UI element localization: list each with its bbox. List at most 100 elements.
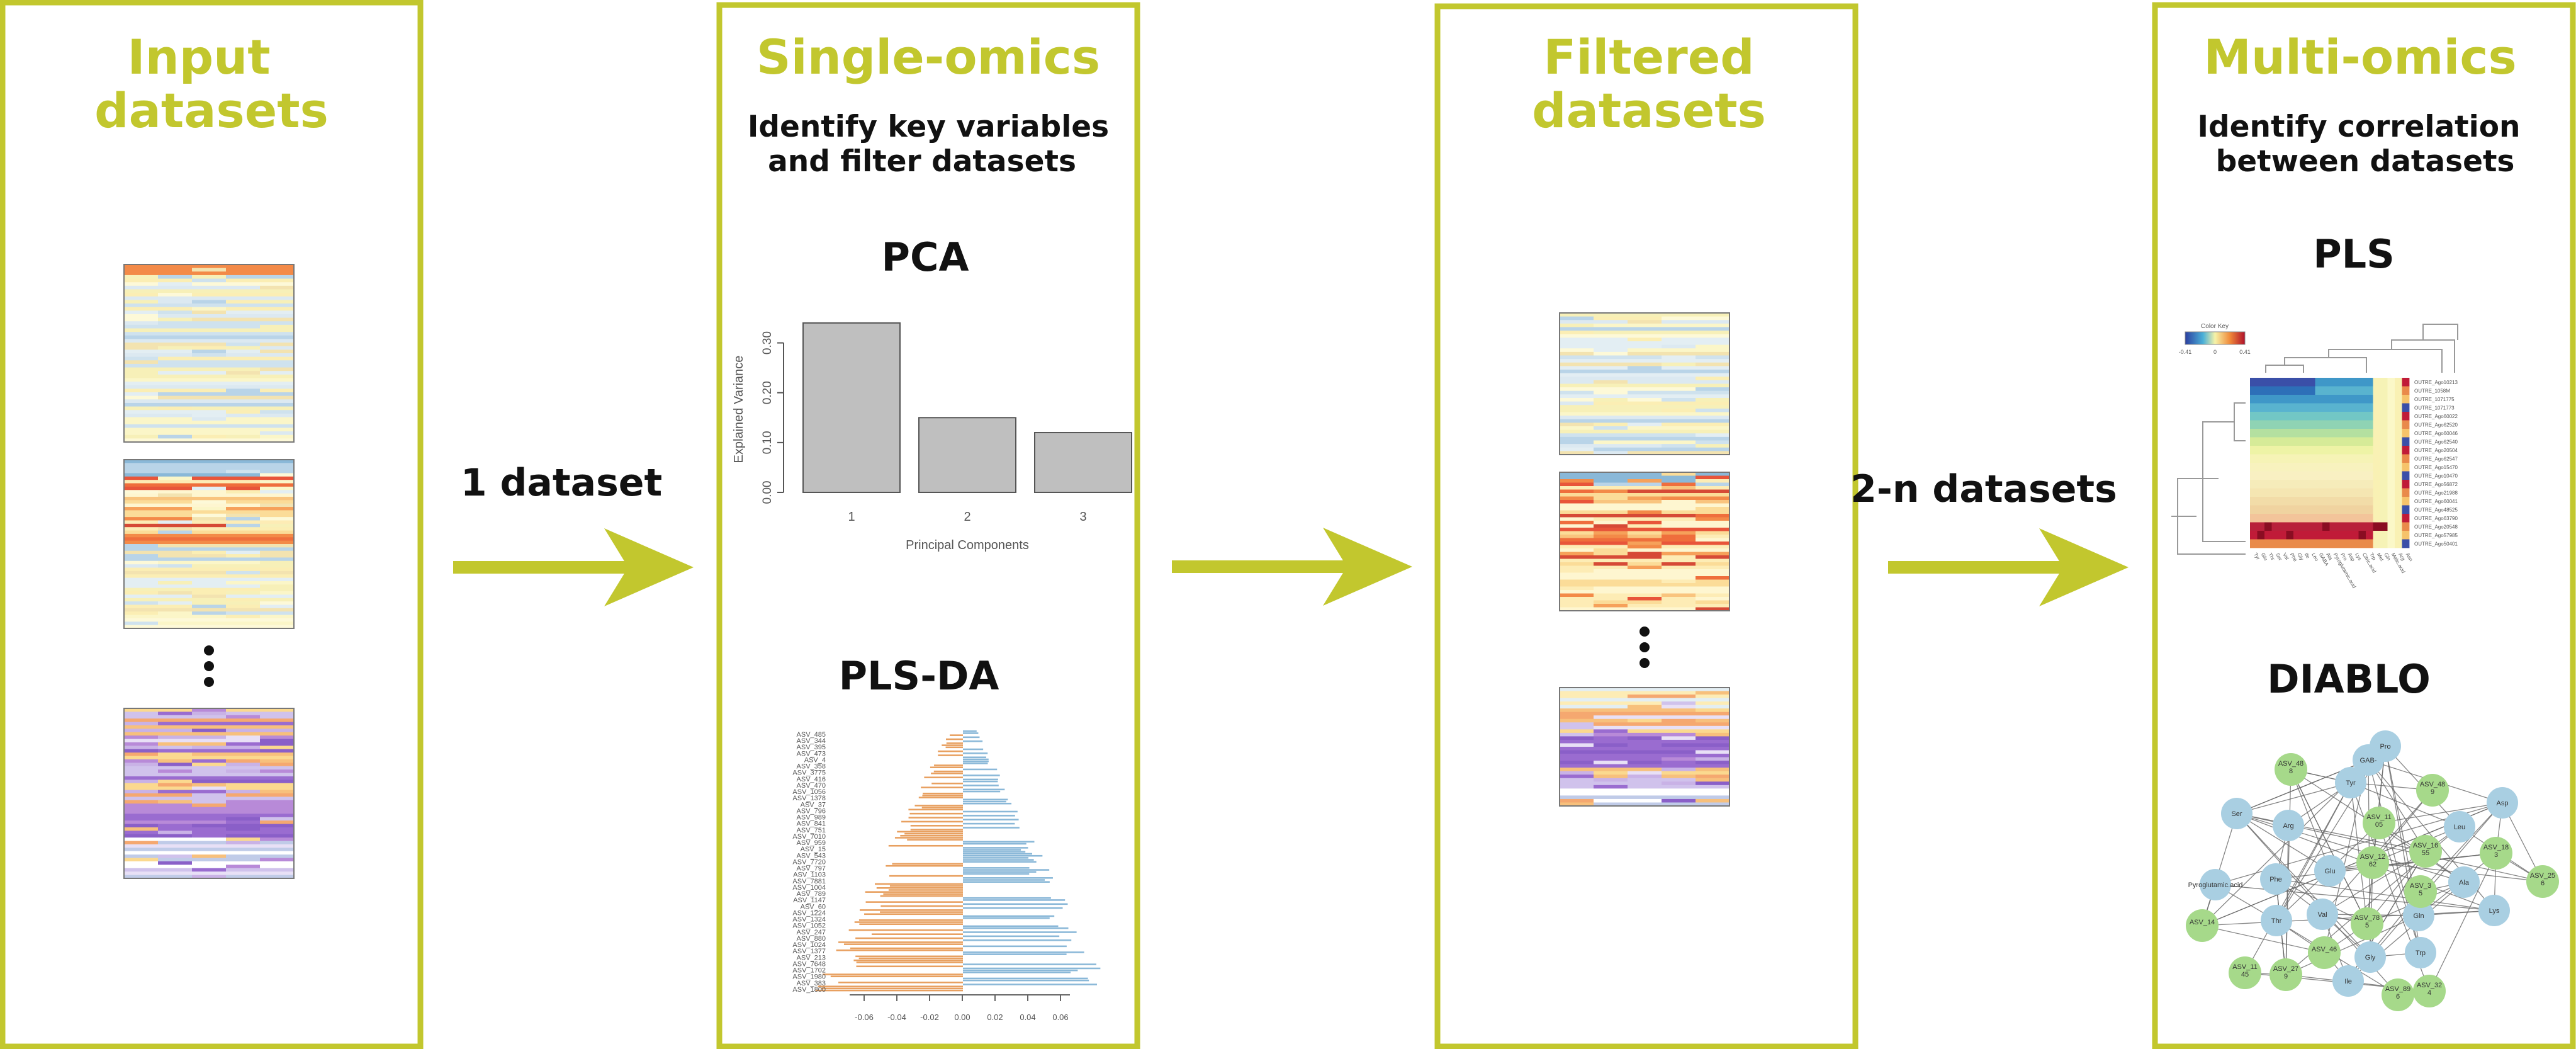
diablo-node-metabolite (2448, 866, 2480, 898)
arrow-3 (1888, 528, 2129, 606)
pls-row-label: OUTRE_Ago60046 (2414, 431, 2458, 436)
pca-xtick-label: 3 (1079, 510, 1086, 524)
diablo-title: DIABLO (2267, 656, 2431, 702)
arrow-2 (1172, 528, 1412, 606)
pca-ytick-label: 0.30 (761, 331, 774, 354)
diablo-node-metabolite (2487, 787, 2518, 819)
plsda-variable-label: ASV_1147 (793, 897, 826, 904)
plsda-variable-label: ASV_959 (797, 839, 826, 847)
diablo-node-metabolite (2405, 937, 2436, 968)
diablo-node-asv (2351, 907, 2383, 940)
filtered-heatmap-2 (1559, 472, 1730, 611)
pls-row-label: OUTRE_Ago63790 (2414, 516, 2458, 521)
pca-ytick-label: 0.20 (761, 381, 774, 404)
diablo-node-asv (2308, 936, 2341, 969)
panel-multi-omics-subtitle-1: Identify correlation (2197, 110, 2520, 144)
diablo-node-label: ASV_25 (2530, 872, 2555, 880)
diablo-node-label: Phe (2269, 876, 2282, 883)
pls-row-label: OUTRE_Ago62547 (2414, 456, 2458, 462)
diablo-node-asv (2413, 975, 2446, 1007)
diablo-node-metabolite (2307, 899, 2338, 930)
diablo-node-label: Glu (2324, 868, 2335, 875)
diablo-node-asv (2269, 958, 2302, 991)
diablo-node-metabolite (2478, 895, 2510, 926)
pls-col-label: Ser (2275, 552, 2283, 562)
diablo-node-label: Ile (2344, 978, 2352, 985)
plsda-variable-label: ASV_344 (797, 737, 826, 745)
diablo-node-metabolite (2260, 863, 2292, 895)
pls-row-label: OUTRE_Ago20548 (2414, 524, 2458, 530)
pls-row-label: OUTRE_1058M (2414, 388, 2450, 394)
pca-bar (1034, 432, 1132, 493)
arrow-3-label: 2-n datasets (1850, 467, 2117, 511)
plsda-variable-label: ASV_1024 (792, 941, 826, 949)
plsda-variable-label: ASV_60 (801, 903, 826, 910)
diablo-node-label: 6 (2396, 993, 2400, 1001)
diablo-node-label: Thr (2271, 917, 2282, 925)
plsda-variable-label: ASV_1980 (792, 973, 826, 981)
pls-row-label: OUTRE_Ago62520 (2414, 422, 2458, 428)
diablo-node-label: Ala (2459, 879, 2470, 887)
pls-row-label: OUTRE_Ago50401 (2414, 542, 2458, 547)
diablo-node-label: 5 (2365, 922, 2369, 929)
plsda-variable-label: ASV_7881 (792, 878, 826, 885)
filtered-heatmap-3 (1559, 687, 1730, 807)
plsda-variable-label: ASV_473 (797, 750, 826, 757)
filtered-ellipsis (1640, 627, 1650, 668)
pls-row-label: OUTRE_Ago62540 (2414, 439, 2458, 445)
plsda-loadings-plot: ASV_485ASV_344ASV_395ASV_473ASV_4ASV_358… (792, 730, 1101, 1022)
diablo-node-metabolite (2221, 798, 2253, 829)
diablo-node-label: Val (2317, 911, 2327, 919)
panel-filtered-title-1: Filtered (1543, 29, 1754, 85)
diablo-node-label: 9 (2431, 788, 2434, 796)
plsda-xtick-label: 0.00 (954, 1012, 970, 1022)
panel-input-frame (0, 0, 424, 1049)
plsda-variable-label: ASV_7010 (792, 833, 826, 841)
plsda-variable-label: ASV_1004 (792, 884, 826, 892)
panel-multi-omics-subtitle-2: between datasets (2216, 144, 2515, 179)
pls-row-label: OUTRE_1071773 (2414, 405, 2455, 411)
plsda-xtick-label: 0.02 (987, 1012, 1003, 1022)
plsda-variable-label: ASV_751 (797, 827, 826, 834)
diablo-node-asv (2356, 846, 2389, 879)
diablo-node-asv (2409, 835, 2442, 868)
plsda-title: PLS-DA (839, 653, 999, 699)
diablo-node-label: Lys (2489, 907, 2500, 915)
filtered-heatmap-1 (1559, 312, 1730, 455)
diablo-node-metabolite (2354, 941, 2386, 973)
diablo-node-metabolite (2403, 900, 2434, 931)
pls-col-label: Leu (2310, 552, 2319, 562)
input-heatmap-2 (123, 459, 295, 629)
plsda-variable-label: ASV_880 (797, 935, 826, 943)
plsda-variable-label: ASV_213 (797, 954, 826, 961)
panel-filtered-frame (1434, 3, 1859, 1049)
diablo-node-metabolite (2335, 767, 2366, 798)
plsda-variable-label: ASV_37 (801, 801, 826, 808)
pca-xtick-label: 2 (964, 510, 970, 524)
diablo-node-asv (2229, 956, 2261, 989)
diablo-node-asv (2416, 774, 2449, 807)
diablo-node-label: 4 (2427, 989, 2431, 997)
plsda-variable-label: ASV_15 (801, 846, 826, 853)
panel-input-title-1: Input (127, 29, 270, 85)
pls-row-label: OUTRE_Ago20504 (2414, 448, 2458, 453)
plsda-variable-label: ASV_1377 (792, 948, 826, 955)
diablo-node-label: Tyr (2346, 780, 2356, 787)
arrow-1-label: 1 dataset (461, 461, 662, 505)
diablo-node-label: ASV_16 (2413, 842, 2438, 849)
plsda-variable-label: ASV_1800 (792, 986, 826, 994)
diablo-node-label: Ser (2231, 810, 2242, 818)
diablo-node-label: ASV_89 (2385, 985, 2410, 993)
diablo-node-label: ASV_27 (2273, 965, 2298, 973)
pls-col-label: Gln (2383, 552, 2392, 562)
pca-xtick-label: 1 (848, 510, 855, 524)
pls-color-key-tick: -0.41 (2179, 349, 2192, 355)
pls-row-label: OUTRE_Ago10213 (2414, 380, 2458, 385)
pca-title: PCA (882, 234, 969, 280)
diablo-node-label: ASV_46 (2312, 946, 2337, 953)
arrow-1 (453, 528, 694, 606)
pca-bar (918, 417, 1016, 493)
plsda-variable-label: ASV_247 (797, 929, 826, 936)
diablo-node-label: ASV_32 (2417, 982, 2442, 989)
